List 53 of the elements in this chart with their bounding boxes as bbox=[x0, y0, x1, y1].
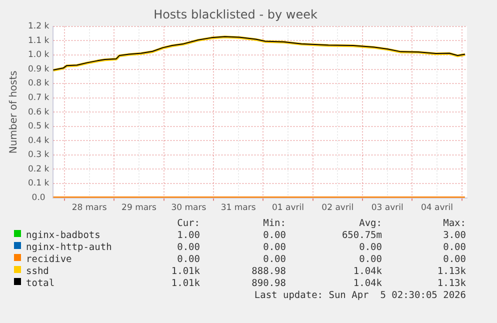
text: 1.04k bbox=[353, 278, 382, 289]
legend-label: nginx-badbots bbox=[26, 230, 100, 241]
text: Avg: bbox=[359, 218, 382, 229]
y-tick-label: 0.4 k bbox=[28, 136, 50, 146]
text: 1.00 bbox=[177, 230, 200, 241]
legend-label: nginx-http-auth bbox=[26, 242, 112, 253]
text: 0.00 bbox=[359, 254, 382, 265]
y-axis-title: Number of hosts bbox=[8, 70, 20, 154]
text: 0.00 bbox=[263, 242, 286, 253]
y-tick-label: 0.7 k bbox=[28, 93, 50, 104]
text: 0.00 bbox=[177, 254, 200, 265]
text: 0.00 bbox=[359, 242, 382, 253]
text: 1.13k bbox=[437, 266, 466, 277]
x-tick-label: 02 avril bbox=[322, 203, 354, 214]
text: Min: bbox=[263, 218, 286, 229]
legend-label: sshd bbox=[26, 266, 49, 277]
text: 1.04k bbox=[353, 266, 382, 277]
y-tick-label: 0.8 k bbox=[28, 78, 50, 89]
x-tick-label: 04 avril bbox=[421, 203, 453, 214]
text: 3.00 bbox=[443, 230, 466, 241]
y-tick-label: 0.1 k bbox=[28, 178, 50, 189]
text: 890.98 bbox=[252, 278, 286, 289]
text: Last update: Sun Apr 5 02:30:05 2026 bbox=[254, 290, 466, 301]
y-tick-label: 1.0 k bbox=[28, 50, 50, 60]
text: Max: bbox=[443, 218, 466, 229]
text: 650.75m bbox=[342, 230, 382, 241]
y-tick-label: 1.1 k bbox=[28, 36, 50, 46]
x-tick-label: 29 mars bbox=[122, 203, 158, 214]
y-tick-label: 0.6 k bbox=[28, 107, 50, 118]
chart-title: Hosts blacklisted - by week bbox=[154, 7, 318, 22]
legend-label: total bbox=[26, 278, 55, 289]
y-tick-label: 0.9 k bbox=[28, 64, 50, 74]
y-tick-label: 0.0 bbox=[32, 193, 46, 204]
text: 0.00 bbox=[443, 254, 466, 265]
x-tick-label: 30 mars bbox=[171, 203, 207, 214]
x-tick-label: 03 avril bbox=[371, 203, 404, 214]
y-tick-label: 0.5 k bbox=[28, 122, 50, 132]
text: 0.00 bbox=[177, 242, 200, 253]
text: 888.98 bbox=[252, 266, 286, 277]
text: Cur: bbox=[177, 218, 200, 229]
text: 1.01k bbox=[171, 266, 200, 277]
legend-label: recidive bbox=[26, 254, 72, 265]
text: 0.00 bbox=[263, 230, 286, 241]
text: 0.00 bbox=[263, 254, 286, 265]
y-tick-label: 1.2 k bbox=[28, 22, 50, 32]
y-tick-label: 0.2 k bbox=[28, 164, 50, 174]
x-tick-label: 28 mars bbox=[72, 203, 108, 214]
text: 1.13k bbox=[437, 278, 466, 289]
x-tick-label: 01 avril bbox=[272, 203, 304, 214]
x-tick-label: 31 mars bbox=[220, 203, 256, 214]
text: 0.00 bbox=[443, 242, 466, 253]
text: 1.01k bbox=[171, 278, 200, 289]
y-tick-label: 0.3 k bbox=[28, 150, 50, 160]
